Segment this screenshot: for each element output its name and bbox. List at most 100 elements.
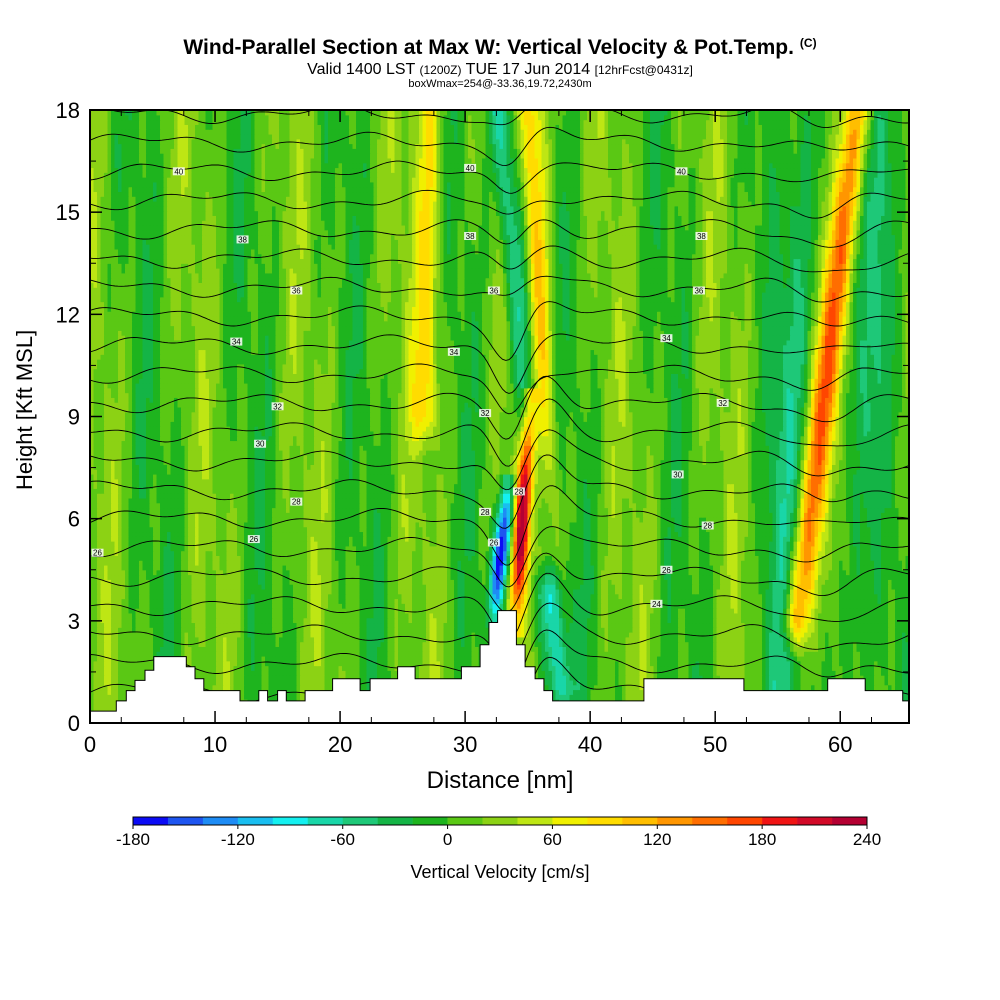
velocity-cell <box>815 685 819 690</box>
velocity-cell <box>97 704 101 709</box>
velocity-cell <box>171 651 175 656</box>
velocity-cell <box>248 675 252 680</box>
velocity-cell <box>587 666 591 671</box>
velocity-cell <box>262 661 266 666</box>
velocity-cell <box>461 661 465 666</box>
velocity-cell <box>699 670 703 675</box>
velocity-cell <box>552 680 556 685</box>
velocity-cell <box>97 675 101 680</box>
velocity-cell <box>682 661 686 666</box>
velocity-cell <box>748 680 752 685</box>
velocity-cell <box>710 656 714 661</box>
velocity-cell <box>132 670 136 675</box>
velocity-cell <box>797 656 801 661</box>
velocity-cell <box>363 661 367 666</box>
velocity-cell <box>640 680 644 685</box>
velocity-cell <box>321 685 325 690</box>
velocity-cell <box>675 661 679 666</box>
velocity-cell <box>451 656 455 661</box>
velocity-cell <box>538 670 542 675</box>
velocity-cell <box>122 670 126 675</box>
velocity-cell <box>286 675 290 680</box>
velocity-cell <box>885 661 889 666</box>
velocity-cell <box>619 666 623 671</box>
velocity-cell <box>426 656 430 661</box>
velocity-cell <box>444 661 448 666</box>
velocity-cell <box>605 651 609 656</box>
velocity-cell <box>321 661 325 666</box>
velocity-cell <box>129 656 133 661</box>
velocity-cell <box>241 689 245 694</box>
velocity-cell <box>717 656 721 661</box>
velocity-cell <box>297 651 301 656</box>
velocity-cell <box>213 666 217 671</box>
velocity-cell <box>745 666 749 671</box>
velocity-cell <box>874 670 878 675</box>
velocity-cell <box>325 675 329 680</box>
velocity-cell <box>339 666 343 671</box>
velocity-cell <box>696 670 700 675</box>
velocity-cell <box>759 675 763 680</box>
velocity-cell <box>661 666 665 671</box>
velocity-cell <box>440 670 444 675</box>
velocity-cell <box>104 666 108 671</box>
velocity-cell <box>773 680 777 685</box>
velocity-cell <box>339 656 343 661</box>
velocity-cell <box>290 666 294 671</box>
velocity-cell <box>367 670 371 675</box>
velocity-cell <box>325 661 329 666</box>
velocity-cell <box>790 680 794 685</box>
velocity-cell <box>591 651 595 656</box>
velocity-cell <box>374 666 378 671</box>
velocity-cell <box>584 689 588 694</box>
velocity-cell <box>297 694 301 699</box>
velocity-cell <box>598 666 602 671</box>
velocity-cell <box>412 661 416 666</box>
velocity-cell <box>244 675 248 680</box>
velocity-cell <box>129 670 133 675</box>
velocity-cell <box>356 666 360 671</box>
velocity-cell <box>612 689 616 694</box>
velocity-cell <box>300 666 304 671</box>
velocity-cell <box>276 651 280 656</box>
velocity-cell <box>412 651 416 656</box>
velocity-cell <box>836 666 840 671</box>
velocity-cell <box>797 666 801 671</box>
velocity-cell <box>118 675 122 680</box>
velocity-cell <box>710 670 714 675</box>
velocity-cell <box>248 651 252 656</box>
velocity-cell <box>668 656 672 661</box>
velocity-cell <box>622 666 626 671</box>
velocity-cell <box>265 656 269 661</box>
velocity-cell <box>122 675 126 680</box>
velocity-cell <box>759 680 763 685</box>
velocity-cell <box>440 656 444 661</box>
velocity-cell <box>556 685 560 690</box>
velocity-cell <box>619 689 623 694</box>
velocity-cell <box>248 666 252 671</box>
velocity-cell <box>223 651 227 656</box>
velocity-cell <box>528 661 532 666</box>
velocity-cell <box>97 656 101 661</box>
velocity-cell <box>762 670 766 675</box>
velocity-cell <box>293 675 297 680</box>
velocity-cell <box>353 661 357 666</box>
velocity-cell <box>608 666 612 671</box>
velocity-cell <box>563 656 567 661</box>
velocity-cell <box>552 675 556 680</box>
velocity-cell <box>748 666 752 671</box>
velocity-cell <box>276 656 280 661</box>
velocity-cell <box>437 651 441 656</box>
velocity-cell <box>755 661 759 666</box>
velocity-cell <box>626 670 630 675</box>
velocity-cell <box>206 675 210 680</box>
velocity-cell <box>293 685 297 690</box>
velocity-cell <box>311 656 315 661</box>
velocity-cell <box>587 661 591 666</box>
velocity-cell <box>738 656 742 661</box>
velocity-cell <box>615 694 619 699</box>
velocity-cell <box>734 670 738 675</box>
velocity-cell <box>216 661 220 666</box>
velocity-cell <box>311 685 315 690</box>
velocity-cell <box>724 670 728 675</box>
